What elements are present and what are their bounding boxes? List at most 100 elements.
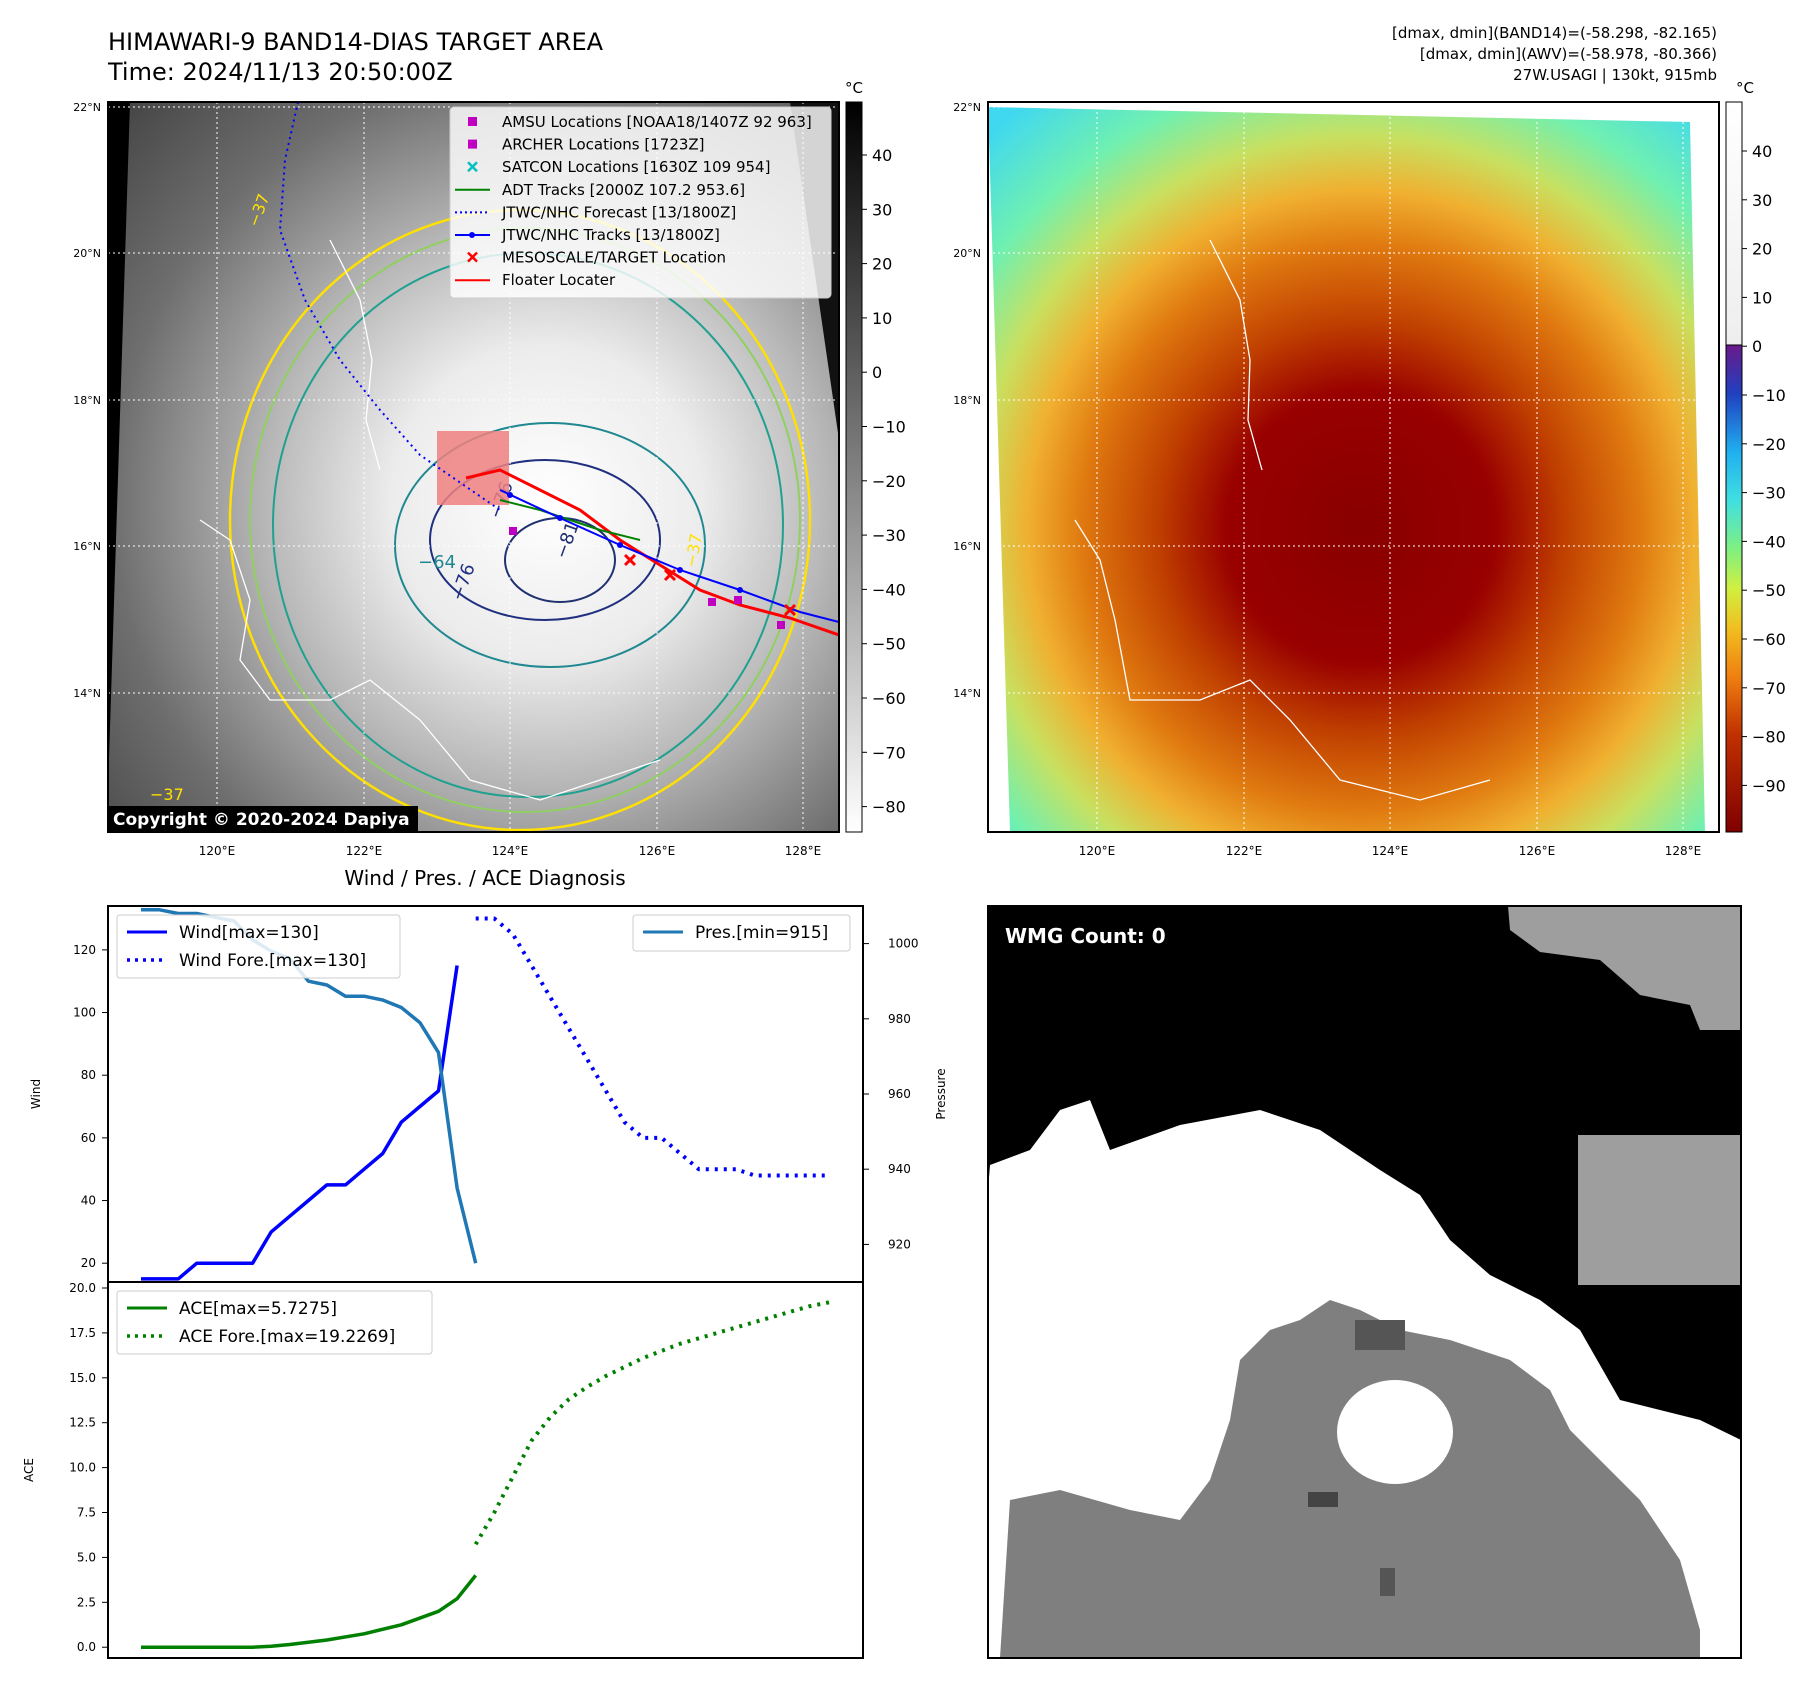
y-tick-label: 17.5 [69,1326,96,1340]
y-tick-right-label: 920 [888,1237,911,1251]
legend-entry: AMSU Locations [NOAA18/1407Z 92 963] [468,113,812,131]
awv-map-panel: °C 40 30 20 10 0 −10 −20 −30 −40 −50 −60 −70 −80 −90 [987,79,1786,833]
legend-label: MESOSCALE/TARGET Location [502,249,726,267]
lat-label: 22°N [73,101,101,114]
colorbar-tick-label: 30 [872,200,892,219]
ace-ylabel: ACE [22,1458,36,1482]
y-tick-label: 2.5 [77,1595,96,1609]
colorbar-tick-label: −80 [872,798,906,817]
copyright-bg [108,806,418,832]
ir-map-panel: −37 −76 −64 −76 −81 −37 −37 [107,79,906,833]
y-tick-label: 80 [81,1068,96,1082]
awv-colorbar-bottom [1725,344,1743,833]
lat-label: 22°N [953,101,981,114]
legend-entry: JTWC/NHC Forecast [13/1800Z] [455,203,736,221]
colorbar-tick-label: −40 [872,580,906,599]
y-tick-label: 7.5 [77,1506,96,1520]
legend-label: AMSU Locations [NOAA18/1407Z 92 963] [502,113,812,131]
wmg-gray-region [1508,906,1741,1030]
target-x-markers [623,553,797,617]
wmg-dark-cell [1355,1320,1405,1350]
contour-navy [429,459,661,621]
wmg-dark-cell [1380,1568,1395,1596]
lat-label: 16°N [73,540,101,553]
wmg-gray-region-east [1578,1135,1741,1285]
coastline [199,239,661,801]
colorbar-tick-label: −60 [872,689,906,708]
lat-label: 18°N [953,394,981,407]
wind-legend: Wind[max=130] Wind Fore.[max=130] [116,914,401,979]
colorbar-tick-label: −60 [1752,630,1786,649]
amsu-marker [708,598,716,606]
y-tick-label: 120 [73,943,96,957]
legend-entry: ADT Tracks [2000Z 107.2 953.6] [455,181,745,199]
lat-label: 18°N [73,394,101,407]
legend-label: JTWC/NHC Forecast [13/1800Z] [501,203,736,221]
legend-label: JTWC/NHC Tracks [13/1800Z] [501,226,720,244]
y-tick-label: 15.0 [69,1371,96,1385]
colorbar-tick-label: 30 [1752,191,1772,210]
storm-info: 27W.USAGI | 130kt, 915mb [1513,66,1717,84]
colorbar-tick-label: 20 [1752,240,1772,259]
ace-fore-legend-label: ACE Fore.[max=19.2269] [179,1327,395,1347]
ir-colorbar-unit: °C [845,79,863,97]
lon-label: 124°E [1372,844,1409,858]
colorbar-tick-label: 40 [872,146,892,165]
awv-imagery [988,107,1705,832]
y-tick-right-label: 940 [888,1162,911,1176]
legend-label: ADT Tracks [2000Z 107.2 953.6] [502,181,745,199]
no-data-strip-left [108,102,130,790]
series-line [475,916,829,1178]
awv-map-frame [987,101,1720,833]
legend-entry: ARCHER Locations [1723Z] [468,136,705,154]
pressure-legend-label: Pres.[min=915] [695,923,828,943]
legend-label: ARCHER Locations [1723Z] [502,136,705,154]
band14-stats: [dmax, dmin](BAND14)=(-58.298, -82.165) [1392,24,1717,42]
y-tick-label: 100 [73,1006,96,1020]
colorbar-tick-label: −40 [1752,532,1786,551]
colorbar-tick-label: −30 [1752,484,1786,503]
legend-label: Floater Locater [502,271,616,289]
series-line [141,1574,478,1649]
colorbar-tick-label: −20 [1752,435,1786,454]
y-tick-right-label: 960 [888,1087,911,1101]
wmg-frame [987,905,1742,1659]
adt-track [499,499,641,541]
awv-stats: [dmax, dmin](AWV)=(-58.978, -80.366) [1420,45,1717,63]
colorbar-tick-label: −70 [872,743,906,762]
awv-colorbar-ticks: 40 30 20 10 0 −10 −20 −30 −40 −50 −60 −70 −80 −90 [1742,142,1786,795]
y-tick-label: 10.0 [69,1461,96,1475]
wind-ylabel: Wind [29,1079,43,1109]
wmg-eye [1337,1380,1453,1484]
legend-marker-x [467,161,478,173]
pressure-legend: Pres.[min=915] [632,914,851,952]
legend-marker-dot [469,232,475,238]
lon-label: 120°E [199,844,236,858]
lon-label: 120°E [1079,844,1116,858]
legend-entry: SATCON Locations [1630Z 109 954] [467,158,770,176]
archer-marker [509,527,517,535]
series-line [141,908,478,1264]
colorbar-tick-label: 40 [1752,142,1772,161]
lon-label: 126°E [639,844,676,858]
lon-label: 126°E [1519,844,1556,858]
coastline [1074,239,1491,801]
wmg-gray-ring [1000,1300,1700,1658]
amsu-marker [777,621,785,629]
map-axis-labels: 120°E 122°E 124°E 126°E 128°E 22°N 20°N 18°N 16°… [73,101,1701,858]
contour-label: −64 [418,552,456,573]
y-tick-right-label: 1000 [888,937,919,951]
colorbar-tick-label: −70 [1752,679,1786,698]
legend-entry: JTWC/NHC Tracks [13/1800Z] [455,226,720,244]
y-tick-label: 5.0 [77,1550,96,1564]
colorbar-tick-label: 20 [872,255,892,274]
y-tick-label: 60 [81,1131,96,1145]
colorbar-tick-label: −50 [1752,581,1786,600]
colorbar-tick-label: 10 [1752,288,1772,307]
lon-label: 124°E [492,844,529,858]
jtwc-track-points [507,492,743,593]
legend-marker-square [468,139,477,149]
target-box [437,431,509,505]
colorbar-tick-label: −10 [1752,386,1786,405]
series-line [141,965,459,1281]
